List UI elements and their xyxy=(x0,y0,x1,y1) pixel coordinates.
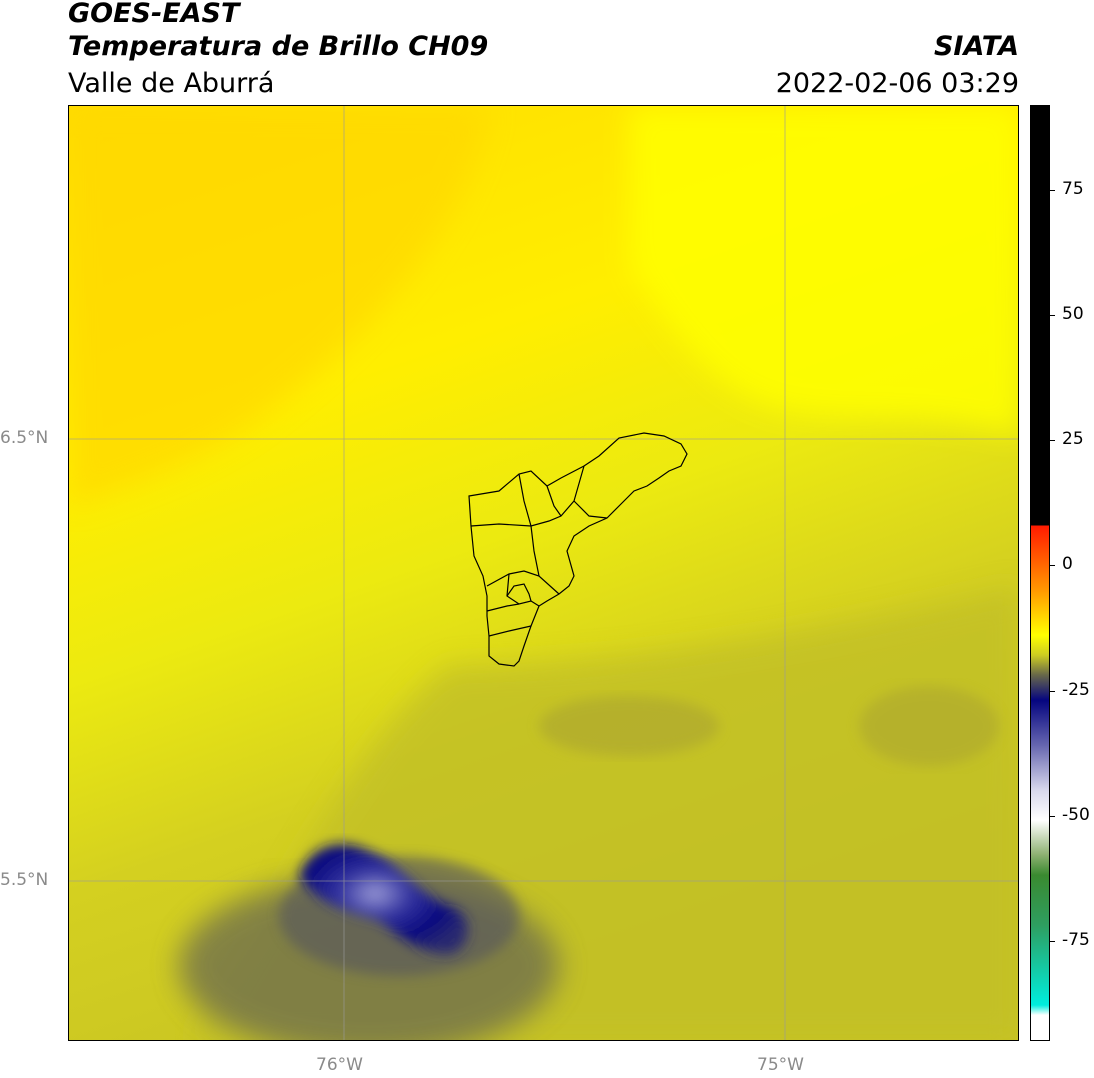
lat-label-5-5n: 5.5°N xyxy=(0,870,49,890)
colorbar-tick-label: -75 xyxy=(1062,929,1090,950)
colorbar-tick-label: 0 xyxy=(1062,554,1073,575)
dark-olive-patch xyxy=(859,686,999,766)
region-subtitle: Valle de Aburrá xyxy=(68,68,275,99)
colorbar-tick-label: -50 xyxy=(1062,804,1090,825)
brightness-temperature-map xyxy=(69,106,1018,1040)
boundary-line xyxy=(506,583,532,602)
colorbar-tick-label: 75 xyxy=(1062,179,1084,200)
lat-label-6-5n: 6.5°N xyxy=(0,428,49,448)
lon-label-76w: 76°W xyxy=(316,1055,363,1075)
satellite-title: GOES-EAST xyxy=(68,0,240,29)
municipality-boundaries xyxy=(468,432,688,667)
colorbar-tick-label: -25 xyxy=(1062,679,1090,700)
colorbar-tick-mark xyxy=(1050,940,1055,942)
boundary-line xyxy=(546,485,562,517)
colorbar-tick-mark xyxy=(1050,565,1055,567)
boundary-line xyxy=(470,523,532,527)
lon-label-75w: 75°W xyxy=(757,1055,804,1075)
bright-yellow-zone xyxy=(629,106,1018,436)
colorbar-tick-mark xyxy=(1050,190,1055,192)
colorbar-tick-mark xyxy=(1050,815,1055,817)
warm-yellow-zone xyxy=(69,106,489,506)
boundary-line xyxy=(573,500,608,519)
boundary-line xyxy=(486,570,560,595)
organization-label: SIATA xyxy=(933,31,1019,62)
colorbar xyxy=(1030,105,1050,1041)
colorbar-tick-label: 50 xyxy=(1062,304,1084,325)
boundary-line xyxy=(486,603,520,612)
colorbar-tick-mark xyxy=(1050,440,1055,442)
product-title: Temperatura de Brillo CH09 xyxy=(68,31,489,62)
cold-cloud-top xyxy=(299,844,468,955)
colorbar-tick-mark xyxy=(1050,315,1055,317)
colorbar-tick-label: 25 xyxy=(1062,429,1084,450)
colorbar-tick-mark xyxy=(1050,690,1055,692)
map-panel[interactable] xyxy=(68,105,1019,1041)
dark-olive-patch xyxy=(539,696,719,756)
boundary-line xyxy=(530,525,540,577)
boundary-line xyxy=(488,625,532,637)
timestamp-label: 2022-02-06 03:29 xyxy=(775,68,1019,99)
valle-outline xyxy=(468,432,688,667)
graticule xyxy=(69,106,1018,1040)
